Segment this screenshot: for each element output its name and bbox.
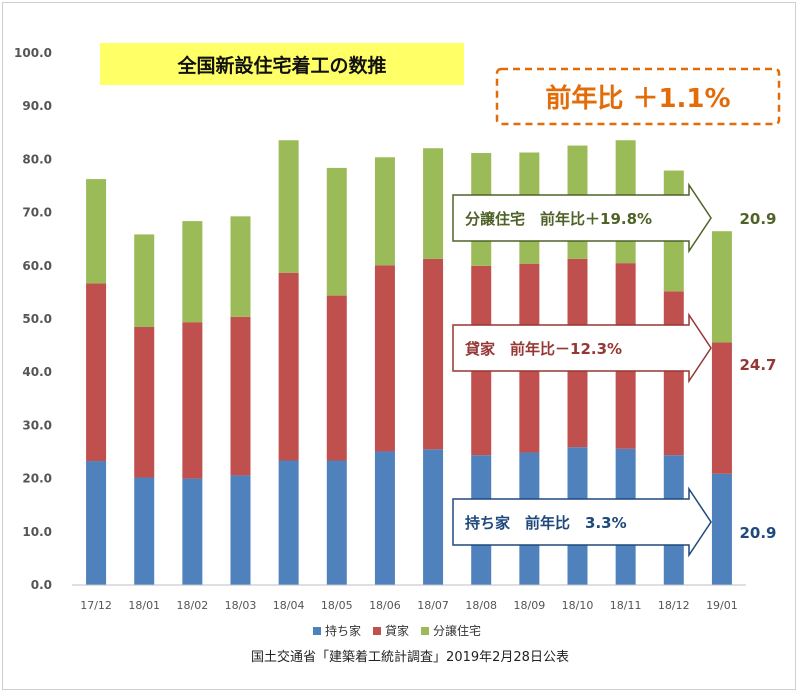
source-note: 国土交通省「建築着工統計調査」2019年2月28日公表 bbox=[251, 649, 569, 665]
x-tick-label: 18/02 bbox=[177, 599, 209, 612]
callout-label: 貸家 前年比－12.3% bbox=[465, 340, 622, 358]
x-tick-label: 18/06 bbox=[369, 599, 401, 612]
x-tick-label: 18/09 bbox=[514, 599, 546, 612]
bar-segment-owner-occupied bbox=[86, 461, 107, 585]
x-tick-label: 18/03 bbox=[225, 599, 257, 612]
y-tick-label: 0.0 bbox=[31, 578, 52, 592]
bar-segment-rental bbox=[134, 326, 155, 478]
callout-arrow bbox=[452, 182, 712, 254]
callout-arrow bbox=[452, 486, 712, 558]
y-tick-label: 70.0 bbox=[22, 206, 52, 220]
y-tick-label: 20.0 bbox=[22, 472, 52, 486]
legend-label: 貸家 bbox=[385, 623, 409, 638]
bar-segment-rental bbox=[230, 316, 251, 476]
bar-segment-condo bbox=[278, 140, 299, 273]
x-tick-label: 18/01 bbox=[128, 599, 160, 612]
y-tick-label: 40.0 bbox=[22, 365, 52, 379]
title-background bbox=[100, 43, 464, 85]
legend-swatch bbox=[373, 627, 381, 635]
bar-segment-owner-occupied bbox=[326, 460, 347, 585]
bar-segment-owner-occupied bbox=[278, 460, 299, 585]
y-axis-ticks: 0.0 10.0 20.0 30.0 40.0 50.0 60.0 70.0 80.0 90.0 1… bbox=[14, 46, 52, 592]
yoy-total-box: 前年比 ＋1.1% bbox=[495, 67, 781, 126]
legend-label: 分譲住宅 bbox=[433, 623, 481, 638]
bars bbox=[86, 140, 732, 585]
y-tick-label: 90.0 bbox=[22, 99, 52, 113]
series-callouts: 分譲住宅 前年比＋19.8% 20.9 貸家 前年比－12.3% 24.7 持ち家 前年… bbox=[452, 182, 777, 558]
bar-segment-owner-occupied bbox=[134, 477, 155, 585]
bar-segment-condo bbox=[423, 148, 444, 259]
yoy-total-label: 前年比 ＋1.1% bbox=[545, 83, 730, 114]
bar-segment-rental bbox=[278, 272, 299, 461]
latest-value-label: 20.9 bbox=[739, 210, 776, 228]
bar-segment-condo bbox=[326, 167, 347, 296]
bar-segment-owner-occupied bbox=[423, 449, 444, 585]
bar-segment-rental bbox=[374, 265, 395, 452]
y-tick-label: 30.0 bbox=[22, 418, 52, 432]
bar-segment-condo bbox=[86, 179, 107, 284]
legend: 持ち家 貸家 分譲住宅 bbox=[313, 623, 481, 638]
legend-swatch bbox=[313, 627, 321, 635]
x-tick-label: 18/11 bbox=[610, 599, 642, 612]
bar-segment-condo bbox=[230, 216, 251, 317]
x-tick-label: 18/07 bbox=[417, 599, 449, 612]
y-tick-label: 50.0 bbox=[22, 312, 52, 326]
y-tick-label: 10.0 bbox=[22, 525, 52, 539]
x-tick-label: 18/08 bbox=[465, 599, 497, 612]
x-tick-label: 17/12 bbox=[80, 599, 112, 612]
x-tick-label: 18/12 bbox=[658, 599, 690, 612]
bar-segment-rental bbox=[86, 283, 107, 462]
y-tick-label: 60.0 bbox=[22, 259, 52, 273]
callout-arrow bbox=[452, 312, 712, 384]
callout-label: 持ち家 前年比 3.3% bbox=[465, 514, 627, 532]
legend-label: 持ち家 bbox=[325, 623, 361, 638]
bar-segment-condo bbox=[711, 231, 732, 343]
legend-swatch bbox=[421, 627, 429, 635]
x-tick-label: 18/04 bbox=[273, 599, 305, 612]
bar-segment-owner-occupied bbox=[230, 475, 251, 585]
latest-value-label: 20.9 bbox=[739, 524, 776, 542]
callout-label: 分譲住宅 前年比＋19.8% bbox=[465, 210, 652, 228]
bar-segment-owner-occupied bbox=[711, 473, 732, 585]
x-tick-label: 18/05 bbox=[321, 599, 353, 612]
chart-title: 全国新設住宅着工の数推 bbox=[176, 54, 386, 77]
bar-segment-condo bbox=[134, 234, 155, 327]
x-axis-ticks: 17/12 18/01 18/02 18/03 18/04 18/05 18/06 18/07… bbox=[80, 599, 738, 612]
x-tick-label: 18/10 bbox=[562, 599, 594, 612]
yoy-box-border bbox=[495, 67, 781, 126]
chart-title-box: 全国新設住宅着工の数推 bbox=[100, 43, 464, 85]
bar-segment-rental bbox=[423, 258, 444, 450]
bar-segment-rental bbox=[711, 342, 732, 474]
bar-segment-rental bbox=[663, 291, 684, 456]
bar-segment-condo bbox=[182, 221, 203, 323]
bar-segment-owner-occupied bbox=[374, 451, 395, 585]
x-tick-label: 19/01 bbox=[706, 599, 738, 612]
bar-segment-rental bbox=[326, 295, 347, 461]
bar-segment-condo bbox=[374, 157, 395, 266]
bar-segment-owner-occupied bbox=[182, 478, 203, 585]
y-tick-label: 80.0 bbox=[22, 152, 52, 166]
latest-value-label: 24.7 bbox=[739, 356, 776, 374]
bar-segment-rental bbox=[182, 322, 203, 479]
y-tick-label: 100.0 bbox=[14, 46, 52, 60]
